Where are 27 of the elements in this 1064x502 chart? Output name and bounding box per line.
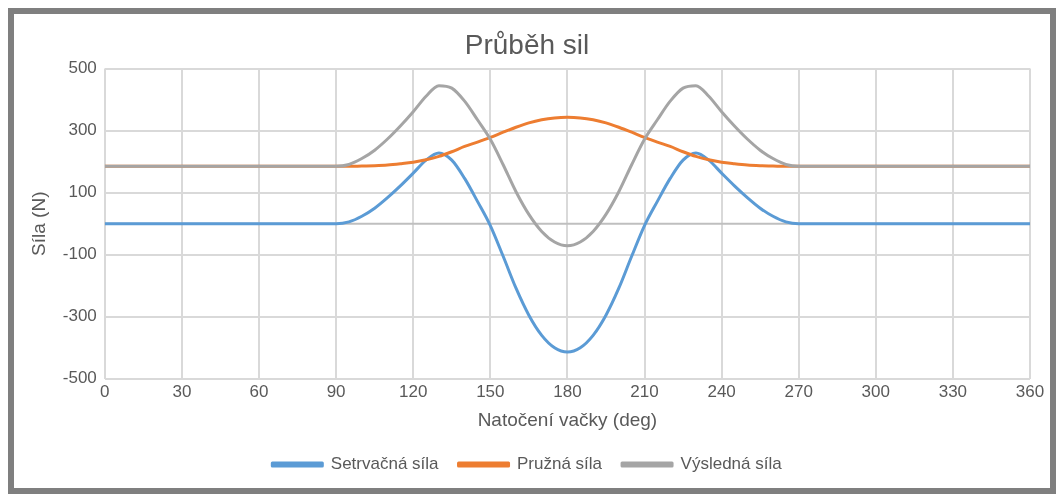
x-tick-label: 180 bbox=[553, 381, 582, 401]
legend-label: Výsledná síla bbox=[680, 454, 783, 474]
x-tick-label: 270 bbox=[784, 381, 813, 401]
x-tick-label: 60 bbox=[249, 381, 269, 401]
y-tick-label: 500 bbox=[68, 58, 97, 78]
y-tick-label: 100 bbox=[68, 182, 97, 202]
x-tick-label: 240 bbox=[707, 381, 736, 401]
x-tick-label: 90 bbox=[326, 381, 346, 401]
y-tick-label: 300 bbox=[68, 120, 97, 140]
x-axis-title: Natočení vačky (deg) bbox=[477, 408, 658, 430]
legend-label: Setrvačná síla bbox=[330, 454, 440, 474]
x-tick-label: 210 bbox=[630, 381, 659, 401]
y-axis-title: Síla (N) bbox=[27, 191, 49, 256]
y-tick-label: -300 bbox=[62, 306, 97, 326]
legend-label: Pružná síla bbox=[517, 454, 603, 474]
y-tick-label: -500 bbox=[62, 368, 97, 388]
x-tick-label: 330 bbox=[938, 381, 968, 401]
x-tick-label: 120 bbox=[399, 381, 428, 401]
x-tick-label: 30 bbox=[172, 381, 192, 401]
x-tick-label: 360 bbox=[1015, 381, 1045, 401]
x-tick-label: 0 bbox=[100, 381, 110, 401]
line-series bbox=[104, 84, 1030, 248]
chart-title: Průběh sil bbox=[464, 28, 590, 60]
line-series bbox=[104, 151, 1030, 354]
x-tick-label: 150 bbox=[476, 381, 505, 401]
y-tick-label: -100 bbox=[62, 244, 97, 264]
x-tick-label: 300 bbox=[861, 381, 890, 401]
